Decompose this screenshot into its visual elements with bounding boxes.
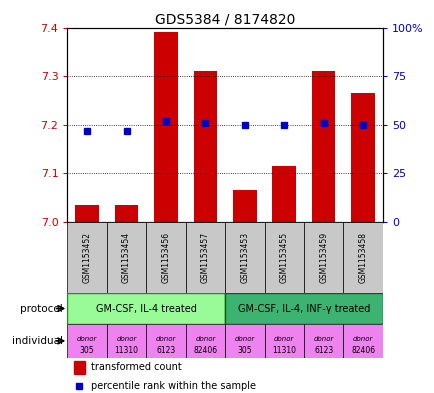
Text: GSM1153455: GSM1153455 xyxy=(279,232,288,283)
Bar xyxy=(74,361,85,373)
Text: 305: 305 xyxy=(237,347,252,355)
Bar xyxy=(115,205,138,222)
Bar xyxy=(107,324,146,358)
Bar xyxy=(185,222,225,293)
Bar xyxy=(233,191,256,222)
Text: GSM1153454: GSM1153454 xyxy=(122,232,131,283)
Bar xyxy=(67,222,107,293)
Text: GSM1153458: GSM1153458 xyxy=(358,232,367,283)
Text: donor: donor xyxy=(116,336,136,342)
Text: 6123: 6123 xyxy=(156,347,175,355)
Text: donor: donor xyxy=(77,336,97,342)
Bar xyxy=(351,93,374,222)
Bar xyxy=(225,293,382,324)
Bar xyxy=(303,222,342,293)
Bar xyxy=(154,32,178,222)
Bar xyxy=(264,324,303,358)
Text: transformed count: transformed count xyxy=(91,362,181,372)
Bar xyxy=(185,324,225,358)
Bar xyxy=(342,324,382,358)
Text: donor: donor xyxy=(155,336,176,342)
Text: GM-CSF, IL-4, INF-γ treated: GM-CSF, IL-4, INF-γ treated xyxy=(237,303,369,314)
Bar xyxy=(67,293,225,324)
Text: donor: donor xyxy=(352,336,372,342)
Text: percentile rank within the sample: percentile rank within the sample xyxy=(91,381,256,391)
Bar xyxy=(342,222,382,293)
Bar xyxy=(272,166,296,222)
Bar xyxy=(107,222,146,293)
Text: GSM1153452: GSM1153452 xyxy=(82,232,92,283)
Bar xyxy=(311,71,335,222)
Bar xyxy=(75,205,99,222)
Text: protocol: protocol xyxy=(20,303,63,314)
Bar xyxy=(67,324,107,358)
Text: GSM1153453: GSM1153453 xyxy=(240,232,249,283)
Bar xyxy=(303,324,342,358)
Text: 82406: 82406 xyxy=(193,347,217,355)
Title: GDS5384 / 8174820: GDS5384 / 8174820 xyxy=(155,12,295,26)
Bar xyxy=(225,222,264,293)
Text: donor: donor xyxy=(273,336,294,342)
Text: GSM1153459: GSM1153459 xyxy=(319,232,327,283)
Text: GSM1153457: GSM1153457 xyxy=(201,232,210,283)
Text: donor: donor xyxy=(313,336,333,342)
Bar xyxy=(193,71,217,222)
Text: GM-CSF, IL-4 treated: GM-CSF, IL-4 treated xyxy=(95,303,196,314)
Bar xyxy=(146,324,185,358)
Text: 6123: 6123 xyxy=(313,347,332,355)
Text: 11310: 11310 xyxy=(272,347,296,355)
Text: GSM1153456: GSM1153456 xyxy=(161,232,170,283)
Text: donor: donor xyxy=(195,336,215,342)
Text: 82406: 82406 xyxy=(350,347,374,355)
Text: 11310: 11310 xyxy=(114,347,138,355)
Text: donor: donor xyxy=(234,336,254,342)
Text: 305: 305 xyxy=(80,347,94,355)
Text: individual: individual xyxy=(12,336,63,346)
Bar xyxy=(146,222,185,293)
Bar xyxy=(264,222,303,293)
Bar xyxy=(225,324,264,358)
